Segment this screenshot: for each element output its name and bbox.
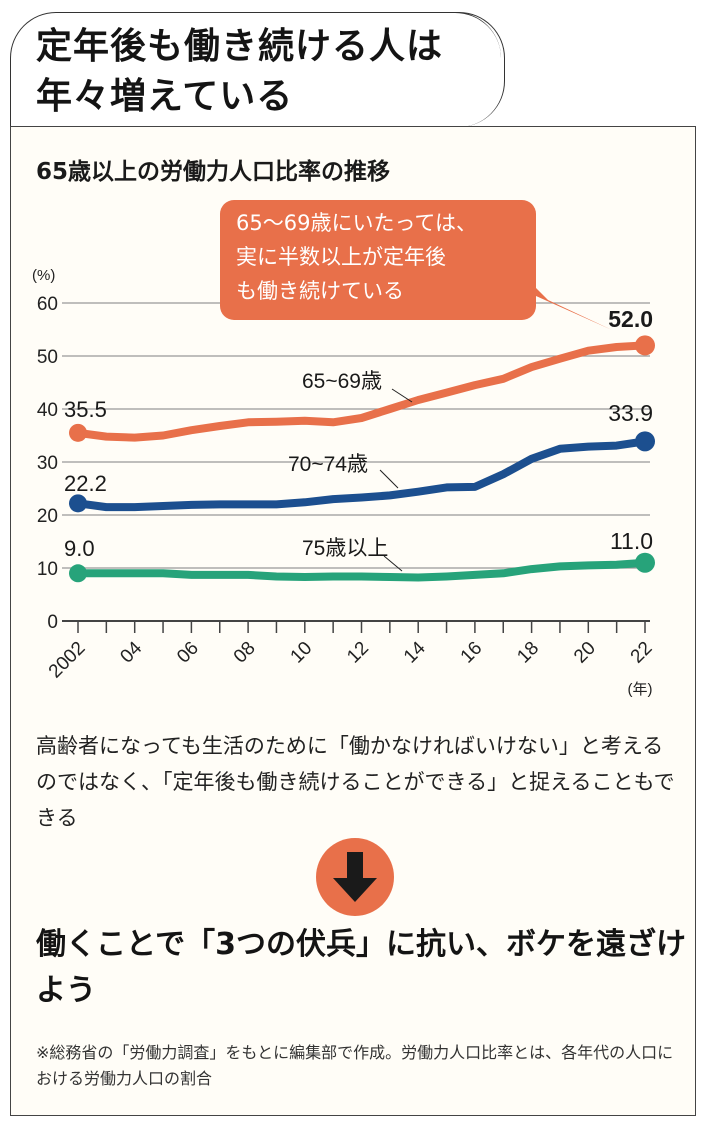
series-line-3 [74,558,649,582]
y-tick-label: 30 [37,453,58,474]
x-axis-unit-label: (年) [628,681,653,698]
x-tick-label: 18 [513,638,543,668]
series-end-marker-2 [635,431,655,452]
annotation-line-1: 65～69歳にいたっては、 [236,211,477,235]
title-tab-frame [10,12,501,127]
annotation-callout [220,200,536,320]
y-tick-label: 0 [47,612,58,633]
page-title: 定年後も働き続ける人は 年々増えている [36,22,443,122]
source-note: ※総務省の「労働力調査」をもとに編集部で作成。労働力人口比率とは、各年代の人口に… [36,1043,674,1088]
series-start-value-label: 35.5 [64,397,107,422]
annotation-line-2: 実に半数以上が定年後 [236,245,446,269]
x-tick-label: 16 [457,638,487,668]
arrow-badge [316,838,394,916]
series-start-value-label: 9.0 [64,536,95,561]
chart-title: 65歳以上の労働力人口比率の推移 [36,159,391,185]
y-tick-label: 50 [37,347,58,368]
x-tick-label: 12 [343,638,373,668]
series-name-label: 65~69歳 [302,370,382,393]
y-axis-unit-label: (%) [32,267,55,284]
headline: 働くことで「3つの伏兵」に抗い、ボケを遠ざけよう [36,927,686,1008]
y-tick-label: 40 [37,400,58,421]
down-arrow-icon [333,852,377,902]
x-tick-label: 2002 [45,638,90,683]
y-tick-label: 60 [37,294,58,315]
series-leader-line [383,555,403,572]
series-end-value-label: 33.9 [608,400,653,426]
series-start-value-label: 22.2 [64,471,107,496]
series-leader-line [391,388,413,403]
series-end-marker-3 [635,552,655,573]
x-tick-label: 14 [400,637,430,667]
series-start-marker-3 [69,564,87,583]
series-end-value-label: 52.0 [608,306,653,332]
x-tick-label: 22 [627,638,657,668]
annotation-callout-text: 65～69歳にいたっては、 実に半数以上が定年後 も働き続けている [236,206,536,308]
x-tick-label: 10 [287,638,317,668]
y-tick-label: 10 [37,559,58,580]
series-name-label: 70~74歳 [288,453,368,476]
series-line-1 [74,341,649,442]
x-tick-label: 20 [570,638,600,668]
series-start-marker-2 [69,494,87,513]
title-line-1: 定年後も働き続ける人は [36,26,444,67]
x-tick-label: 06 [173,638,203,668]
series-end-value-label: 11.0 [610,528,653,554]
series-name-label: 75歳以上 [302,537,388,560]
annotation-line-3: も働き続けている [236,279,404,303]
series-start-marker-1 [69,423,87,442]
x-tick-label: 04 [116,637,146,667]
series-leader-line [379,469,399,489]
y-tick-label: 20 [37,506,58,527]
body-paragraph: 高齢者になっても生活のために「働かなければいけない」と考えるのではなく、「定年後… [36,734,675,830]
series-end-marker-1 [635,335,655,356]
series-line-2 [74,437,649,512]
x-tick-label: 08 [230,638,260,668]
title-line-2: 年々増えている [36,76,294,117]
line-chart: (%) 0 10 20 30 40 50 60 2002 04 06 08 10 12 14 16 18 20 22… [32,267,657,698]
